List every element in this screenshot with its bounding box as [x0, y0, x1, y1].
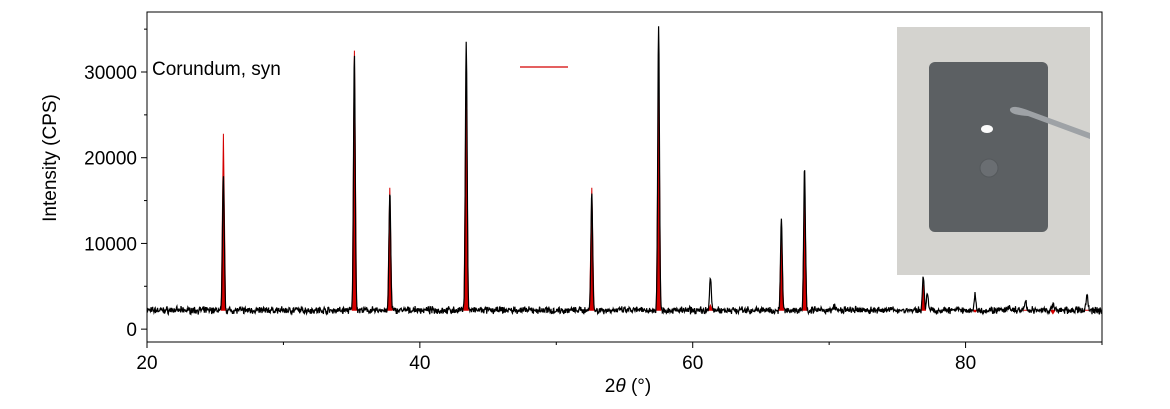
sample-well: [979, 158, 999, 178]
axis-ticks: 20 40 60 80 0 10000 20000 30000: [84, 28, 1103, 374]
plot-frame: [146, 11, 1103, 343]
x-tick-label: 20: [136, 353, 157, 374]
x-tick-label: 60: [682, 353, 703, 374]
y-tick-label: 10000: [84, 234, 137, 255]
reference-peak: [1049, 309, 1057, 315]
y-tick-label: 20000: [84, 149, 137, 170]
legend-label: Corundum, syn: [152, 59, 281, 80]
x-tick-label: 80: [955, 353, 976, 374]
sample-plate: [929, 62, 1048, 232]
x-axis-title: 2θ (°): [605, 376, 651, 397]
x-tick-label: 40: [409, 353, 430, 374]
powder-sample-spot: [981, 125, 993, 133]
legend: Corundum, syn: [152, 59, 568, 80]
tweezer: [1009, 106, 1090, 139]
reference-peak: [707, 303, 714, 311]
measured-pattern: [146, 26, 1103, 317]
measured-pattern-line: [146, 26, 1103, 317]
inset-photo: [897, 27, 1090, 275]
reference-peak: [971, 309, 979, 313]
y-axis-title: Intensity (CPS): [40, 94, 61, 222]
y-tick-label: 30000: [84, 63, 137, 84]
y-tick-label: 0: [126, 320, 137, 341]
